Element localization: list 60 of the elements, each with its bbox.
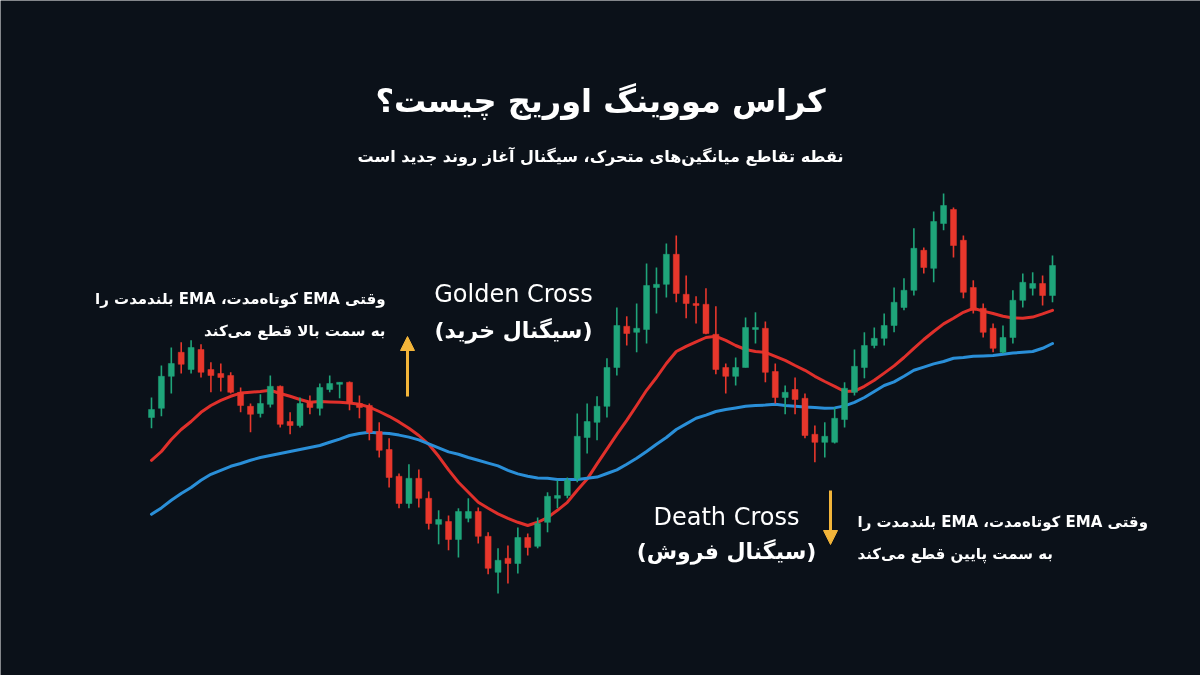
candlestick bbox=[168, 346, 175, 395]
candlestick bbox=[445, 514, 452, 552]
candlestick bbox=[534, 516, 541, 550]
candlestick bbox=[722, 362, 729, 395]
candlestick bbox=[524, 532, 531, 557]
candlestick bbox=[623, 315, 630, 347]
candlestick bbox=[346, 380, 353, 412]
candlestick bbox=[920, 246, 928, 275]
candlestick bbox=[871, 326, 878, 350]
candlestick bbox=[880, 312, 888, 347]
candlestick bbox=[306, 394, 314, 416]
candlestick bbox=[286, 411, 294, 436]
candlestick bbox=[811, 424, 819, 464]
candlestick bbox=[781, 384, 789, 416]
candlestick bbox=[1019, 272, 1027, 309]
candlestick bbox=[831, 406, 838, 445]
candlestick bbox=[187, 339, 195, 375]
candlestick bbox=[682, 274, 690, 320]
candlestick bbox=[217, 362, 225, 393]
candlestick bbox=[999, 324, 1007, 355]
candlestick bbox=[237, 386, 244, 414]
candlestick bbox=[494, 547, 502, 595]
candlestick bbox=[197, 343, 205, 379]
chart-title: کراس مووینگ اوریج چیست؟ bbox=[375, 81, 826, 120]
candlestick bbox=[465, 497, 472, 524]
candlestick bbox=[821, 421, 828, 459]
annotation: وقتی EMA کوتاه‌مدت، EMA بلندمدت را به سمت بالا قطع می‌کند bbox=[95, 289, 386, 340]
candlestick bbox=[653, 266, 660, 315]
candlestick bbox=[504, 544, 512, 585]
candlestick bbox=[296, 396, 304, 429]
candlestick bbox=[177, 341, 185, 375]
candlestick bbox=[564, 476, 571, 500]
candlestick bbox=[940, 192, 947, 232]
candlestick bbox=[247, 402, 254, 434]
candlestick bbox=[148, 396, 155, 430]
chart-subtitle: نقطه تقاطع میانگین‌های متحرک، سیگنال آغاز روند جدید است bbox=[357, 146, 844, 166]
candlestick bbox=[435, 509, 442, 546]
candlestick bbox=[593, 395, 601, 442]
candlestick bbox=[227, 371, 234, 395]
candlestick bbox=[257, 393, 264, 419]
candlestick bbox=[583, 402, 591, 455]
candlestick bbox=[316, 382, 324, 417]
candlestick bbox=[356, 394, 363, 420]
candlestick bbox=[861, 331, 868, 380]
candlestick bbox=[692, 295, 700, 325]
candlestick bbox=[633, 302, 640, 354]
candlestick bbox=[1039, 274, 1046, 307]
candlestick bbox=[1029, 271, 1036, 297]
candlestick bbox=[890, 286, 898, 334]
candlestick bbox=[900, 277, 908, 312]
candlestick bbox=[554, 479, 561, 510]
candlestick bbox=[989, 322, 997, 354]
annotation: وقتی EMA کوتاه‌مدت، EMA بلندمدت را به سمت پایین قطع می‌کند bbox=[857, 512, 1148, 564]
candlestick bbox=[376, 421, 383, 459]
candlestick bbox=[415, 468, 423, 509]
candlestick bbox=[732, 356, 739, 387]
candlestick bbox=[791, 376, 799, 416]
candlestick bbox=[267, 374, 274, 409]
candlestick bbox=[207, 361, 215, 394]
candlestick bbox=[752, 311, 759, 345]
